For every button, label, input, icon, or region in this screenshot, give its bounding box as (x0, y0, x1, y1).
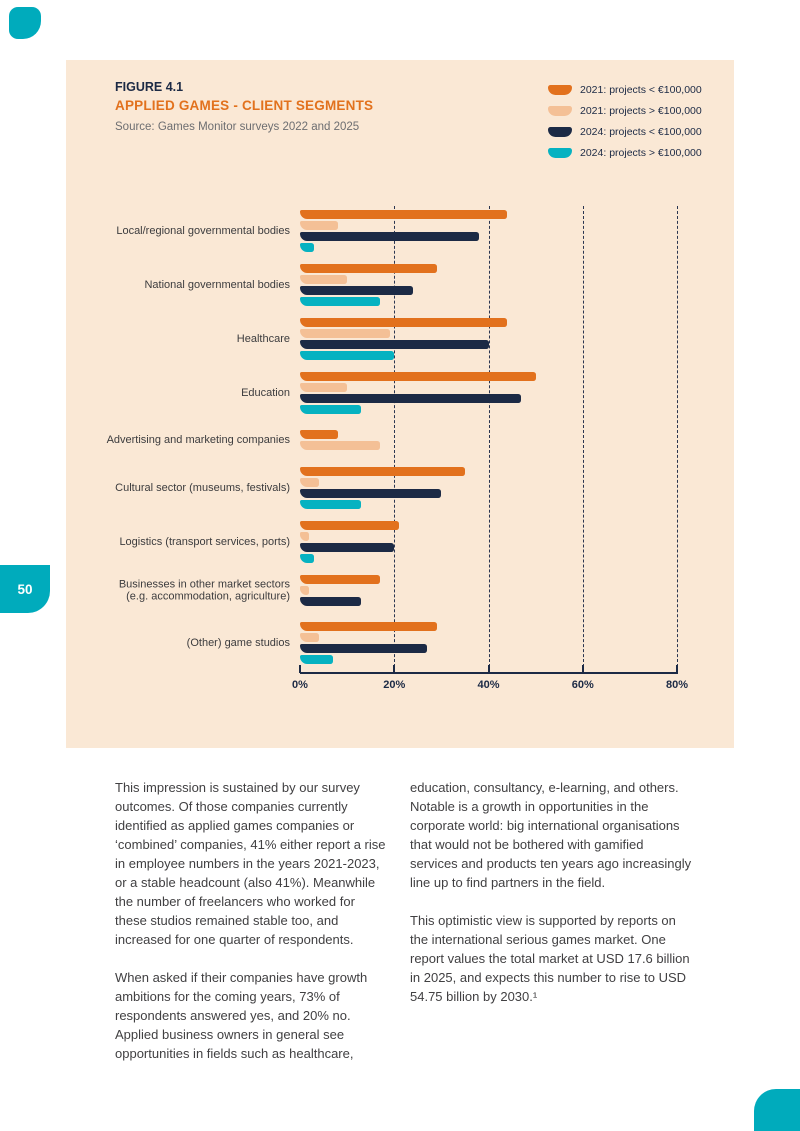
paragraph: education, consultancy, e-learning, and … (410, 780, 692, 890)
category-label: Education (241, 386, 290, 399)
bar (300, 394, 522, 403)
category-label: Businesses in other market sectors (e.g.… (118, 578, 290, 603)
bar (300, 575, 381, 584)
axis-tick-label: 60% (571, 679, 594, 691)
axis-tick (676, 665, 678, 673)
axis-tick (393, 665, 396, 673)
figure-panel: FIGURE 4.1 APPLIED GAMES - CLIENT SEGMEN… (66, 60, 734, 748)
legend-label: 2024: projects < €100,000 (580, 125, 702, 138)
page-number-tab: 50 (0, 565, 50, 613)
bar (300, 221, 338, 230)
category-label: (Other) game studios (186, 636, 290, 649)
legend-row: 2024: projects < €100,000 (548, 121, 702, 142)
axis-tick-label: 0% (292, 679, 308, 691)
legend-swatch (548, 105, 572, 116)
grid-line (677, 206, 678, 672)
paragraph: This impression is sustained by our surv… (115, 780, 386, 947)
bar (300, 554, 315, 563)
category-label: Logistics (transport services, ports) (119, 535, 290, 548)
bar (300, 532, 310, 541)
legend-label: 2021: projects > €100,000 (580, 104, 702, 117)
axis-tick-label: 40% (477, 679, 500, 691)
legend-row: 2021: projects > €100,000 (548, 100, 702, 121)
legend-row: 2021: projects < €100,000 (548, 79, 702, 100)
bar (300, 430, 338, 439)
axis-tick (299, 665, 301, 673)
category-label: Cultural sector (museums, festivals) (115, 481, 290, 494)
legend-label: 2024: projects > €100,000 (580, 146, 702, 159)
legend-label: 2021: projects < €100,000 (580, 83, 702, 96)
axis-tick-label: 80% (665, 679, 689, 691)
category-label: Advertising and marketing companies (106, 433, 290, 446)
bar (300, 467, 465, 476)
chart-legend: 2021: projects < €100,000 2021: projects … (548, 79, 702, 163)
bar (300, 633, 319, 642)
paragraph: When asked if their companies have growt… (115, 970, 368, 1061)
bar (300, 644, 428, 653)
corner-decoration-bottom-right (754, 1089, 800, 1131)
bar (300, 351, 395, 360)
bar (300, 329, 390, 338)
corner-decoration-top-left (9, 7, 41, 39)
grid-line (582, 206, 584, 672)
bar (300, 243, 315, 252)
bar (300, 232, 480, 241)
bar (300, 500, 362, 509)
figure-source: Source: Games Monitor surveys 2022 and 2… (115, 121, 360, 133)
bar (300, 297, 381, 306)
page-number: 50 (17, 581, 33, 597)
bar (300, 586, 310, 595)
bar (300, 264, 437, 273)
bar (300, 478, 319, 487)
axis-tick-label: 20% (383, 679, 406, 691)
plot-area: 0% 20% 40% 60% 80% Local/regional governmenta… (66, 60, 734, 748)
bar (300, 210, 508, 219)
bar (300, 597, 362, 606)
x-axis-line (300, 672, 678, 674)
body-column-left: This impression is sustained by our surv… (115, 778, 389, 1082)
bar (300, 521, 399, 530)
bar (300, 318, 508, 327)
bar (300, 275, 348, 284)
bar (300, 543, 395, 552)
grid-line (394, 206, 396, 672)
body-column-right: education, consultancy, e-learning, and … (410, 778, 694, 1025)
category-label: Healthcare (236, 332, 290, 345)
axis-tick (487, 665, 490, 673)
figure-label: FIGURE 4.1 (115, 80, 184, 94)
legend-swatch (548, 126, 572, 137)
bar (300, 489, 442, 498)
bar (300, 655, 333, 664)
axis-tick (581, 665, 584, 673)
bar (300, 405, 362, 414)
category-label: National governmental bodies (144, 278, 290, 291)
bar (300, 372, 536, 381)
grid-line (488, 206, 490, 672)
figure-title: APPLIED GAMES - CLIENT SEGMENTS (115, 98, 374, 113)
legend-row: 2024: projects > €100,000 (548, 142, 702, 163)
bar (300, 441, 381, 450)
legend-swatch (548, 84, 572, 95)
bar (300, 340, 489, 349)
category-label: Local/regional governmental bodies (116, 224, 290, 237)
bar (300, 383, 348, 392)
paragraph: This optimistic view is supported by rep… (410, 913, 690, 1004)
bar (300, 286, 414, 295)
bar (300, 622, 437, 631)
legend-swatch (548, 147, 572, 158)
